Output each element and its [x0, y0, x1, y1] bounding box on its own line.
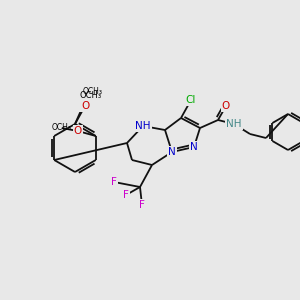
- Text: OCH₃: OCH₃: [83, 88, 103, 97]
- Text: F: F: [123, 190, 129, 200]
- Text: Cl: Cl: [186, 95, 196, 105]
- Text: OCH₃: OCH₃: [80, 92, 102, 100]
- Text: N: N: [190, 142, 198, 152]
- Text: O: O: [81, 101, 89, 111]
- Text: F: F: [139, 200, 145, 210]
- Text: NH: NH: [226, 119, 242, 129]
- Text: N: N: [168, 147, 176, 157]
- Text: OCH₃: OCH₃: [52, 124, 72, 133]
- Text: O: O: [79, 101, 87, 111]
- Text: O: O: [74, 126, 82, 136]
- Text: NH: NH: [226, 119, 242, 129]
- Text: F: F: [111, 177, 117, 187]
- Text: O: O: [222, 101, 230, 111]
- Text: NH: NH: [135, 121, 151, 131]
